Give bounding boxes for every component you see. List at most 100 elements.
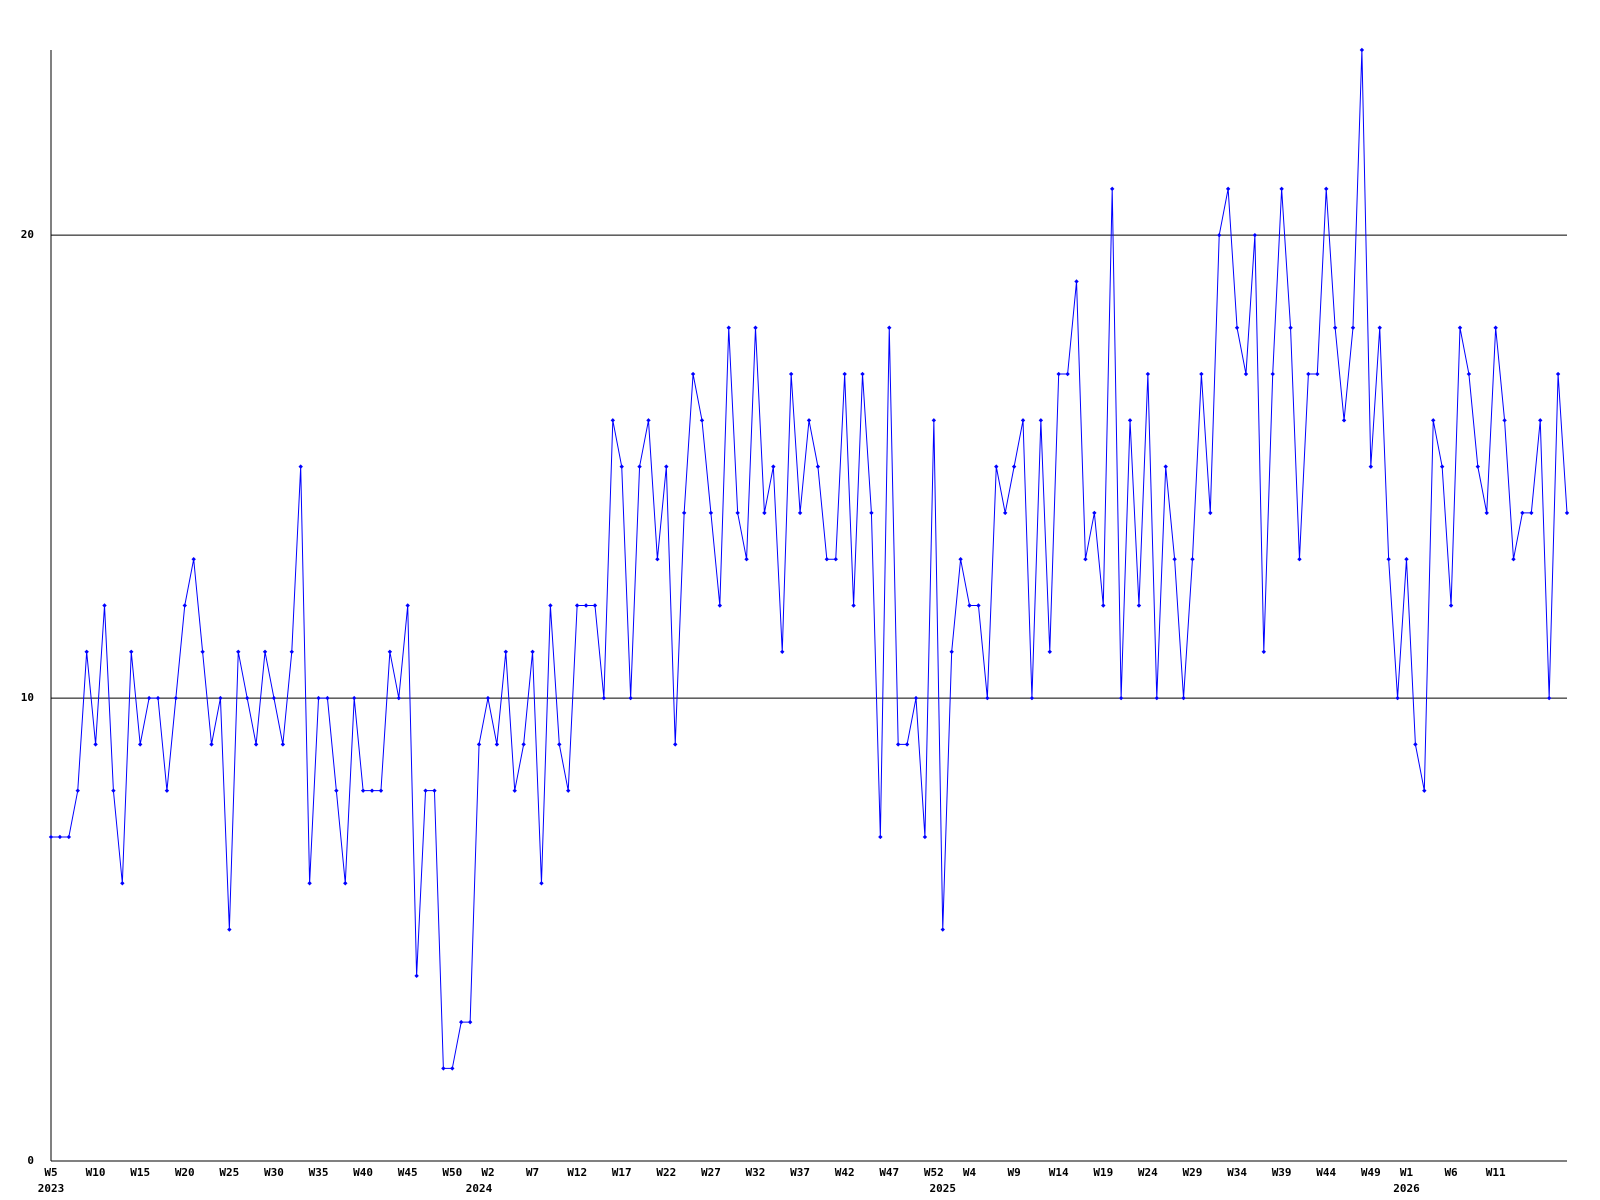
x-tick-label: W14 <box>1049 1166 1069 1179</box>
x-tick-label: W52 <box>924 1166 944 1179</box>
data-point <box>1190 557 1195 562</box>
data-point <box>1110 186 1115 192</box>
data-point <box>690 371 696 377</box>
data-point <box>1243 371 1249 377</box>
data-point <box>1555 371 1561 377</box>
data-point <box>1172 557 1177 562</box>
data-point <box>1413 742 1418 747</box>
x-tick-label: W32 <box>746 1166 766 1179</box>
data-point <box>931 418 937 423</box>
x-tick-label: W6 <box>1444 1166 1458 1179</box>
data-point <box>949 649 954 654</box>
data-point <box>833 557 838 562</box>
data-point <box>610 418 616 423</box>
data-point <box>387 649 393 654</box>
data-point <box>93 742 98 747</box>
x-tick-label: W25 <box>219 1166 239 1179</box>
x-tick-label: W50 <box>442 1166 462 1179</box>
data-point <box>592 603 598 608</box>
data-point <box>985 695 990 701</box>
data-point <box>191 557 196 562</box>
data-point <box>771 464 776 469</box>
data-point <box>673 742 678 747</box>
data-point <box>664 464 669 469</box>
data-point <box>726 325 731 330</box>
data-point <box>619 464 624 469</box>
data-point <box>1154 695 1159 701</box>
data-point <box>218 695 223 701</box>
data-point <box>646 418 651 423</box>
x-year-label: 2023 <box>38 1182 65 1195</box>
data-point <box>1386 557 1391 562</box>
data-point <box>1288 325 1293 330</box>
data-point <box>298 464 303 469</box>
data-point <box>1457 325 1463 330</box>
data-point <box>343 881 348 886</box>
data-point <box>735 510 740 516</box>
data-point <box>1047 649 1052 654</box>
data-point <box>1466 371 1472 377</box>
data-point <box>637 464 642 469</box>
data-point <box>271 695 277 701</box>
data-point <box>227 927 232 932</box>
data-point <box>173 695 179 701</box>
data-point <box>459 1019 464 1025</box>
data-point <box>1252 232 1258 238</box>
data-point <box>1502 418 1507 423</box>
data-point <box>48 834 54 840</box>
data-point <box>1011 464 1017 469</box>
data-point <box>200 649 205 654</box>
data-point <box>860 371 865 377</box>
data-point <box>441 1066 446 1071</box>
data-point <box>1145 371 1151 377</box>
data-point <box>815 464 821 469</box>
data-point <box>1484 510 1489 516</box>
data-point <box>583 603 589 608</box>
data-point <box>1199 371 1204 377</box>
x-tick-label: W27 <box>701 1166 721 1179</box>
data-point <box>958 557 963 562</box>
data-point <box>1448 603 1454 608</box>
data-point <box>976 603 981 608</box>
data-point <box>289 649 294 654</box>
data-point <box>405 603 410 608</box>
data-point <box>369 788 375 793</box>
data-point <box>1475 464 1481 469</box>
data-point <box>325 695 330 701</box>
data-point <box>182 603 187 608</box>
data-point <box>146 695 152 701</box>
data-point <box>1395 695 1400 701</box>
data-point <box>307 881 312 886</box>
data-point <box>842 371 847 377</box>
data-point <box>851 603 856 608</box>
data-point <box>494 742 500 747</box>
data-point <box>1270 371 1275 377</box>
x-tick-label: W35 <box>309 1166 329 1179</box>
data-point <box>895 742 901 747</box>
data-point <box>869 510 874 516</box>
x-year-label: 2024 <box>466 1182 493 1195</box>
x-tick-label: W40 <box>353 1166 373 1179</box>
data-point <box>485 695 491 701</box>
data-point <box>262 649 268 654</box>
data-point <box>1315 371 1320 377</box>
data-point <box>280 742 286 747</box>
x-tick-label: W39 <box>1272 1166 1292 1179</box>
data-point <box>1092 510 1097 516</box>
data-point <box>467 1019 473 1025</box>
data-point <box>797 510 803 516</box>
x-tick-label: W30 <box>264 1166 284 1179</box>
x-tick-label: W10 <box>86 1166 106 1179</box>
x-tick-label: W47 <box>879 1166 899 1179</box>
data-point <box>1350 325 1356 330</box>
x-tick-label: W34 <box>1227 1166 1247 1179</box>
data-point <box>780 649 785 654</box>
data-point <box>1306 371 1311 377</box>
data-point <box>566 788 571 793</box>
data-point <box>84 649 89 654</box>
data-point <box>253 742 259 747</box>
x-year-label: 2025 <box>930 1182 957 1195</box>
data-point <box>681 510 687 516</box>
x-tick-label: W19 <box>1093 1166 1113 1179</box>
data-point <box>1118 695 1124 701</box>
